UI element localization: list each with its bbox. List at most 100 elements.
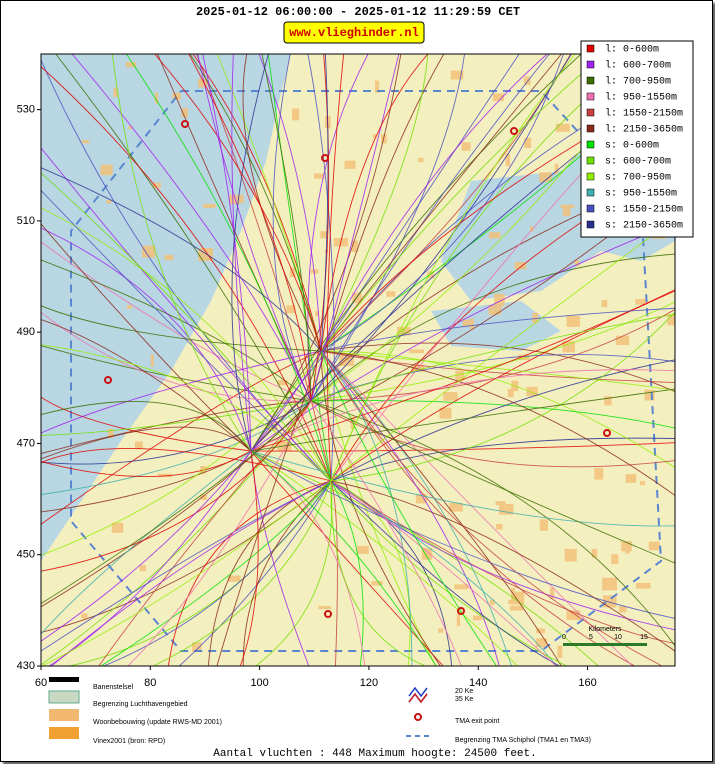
flight-track: [41, 350, 322, 434]
flight-track: [330, 218, 675, 482]
tma-exit-point: [457, 607, 465, 615]
flight-track: [111, 54, 252, 452]
built-up-area: [443, 392, 458, 401]
flight-track: [310, 400, 675, 468]
legend-label: s: 2150-3650m: [605, 221, 683, 232]
built-up-area: [604, 396, 612, 406]
legend-airport: [48, 690, 80, 704]
built-up-area: [81, 140, 90, 144]
built-up-area: [560, 204, 575, 209]
legend-swatch: [586, 204, 595, 213]
x-tick-label: 80: [144, 677, 156, 689]
flight-track: [55, 54, 332, 482]
built-up-area: [492, 93, 505, 102]
built-up-area: [494, 293, 505, 307]
scale-line: [563, 643, 647, 646]
badge-text[interactable]: www.vlieghinder.nl: [289, 26, 419, 40]
y-tick-label: 430: [17, 660, 35, 672]
flight-track: [310, 54, 400, 402]
legend-text: TMA exit point: [455, 718, 499, 725]
legend-label: s: 1550-2150m: [605, 205, 683, 216]
legend-label: l: 950-1550m: [605, 92, 677, 104]
flight-track: [250, 450, 444, 666]
built-up-area: [648, 541, 660, 551]
legend-label: l: 700-950m: [605, 76, 671, 88]
built-up-area: [524, 137, 532, 148]
flight-track: [330, 480, 364, 666]
built-up-area: [386, 291, 396, 297]
legend-exit: [414, 713, 422, 721]
flight-track: [49, 450, 252, 666]
legend-swatch: [586, 76, 595, 85]
flight-track: [250, 442, 675, 452]
legend-label: s: 950-1550m: [605, 189, 677, 200]
built-up-area: [602, 577, 617, 591]
built-up-area: [292, 108, 300, 121]
built-up-area: [591, 549, 598, 558]
legend-vinex: [49, 727, 79, 739]
legend-text: Begrenzing Luchthavengebied: [93, 701, 188, 708]
scale-label: 10: [614, 634, 622, 641]
built-up-area: [530, 226, 534, 232]
built-up-area: [113, 87, 118, 97]
flight-track: [157, 54, 312, 402]
badge[interactable]: [283, 21, 425, 44]
flight-track: [189, 54, 322, 352]
built-up-area: [602, 595, 617, 608]
built-up-area: [621, 541, 632, 552]
flight-track: [154, 54, 322, 352]
scale-bar: Kilometers 0 5 10 15: [562, 626, 648, 646]
flight-track: [41, 350, 322, 556]
built-up-area: [126, 305, 132, 309]
built-up-area: [510, 605, 524, 611]
built-up-area: [421, 548, 433, 560]
flight-track: [41, 350, 322, 525]
legend-text: Banenstelsel: [93, 684, 134, 691]
flight-track: [41, 400, 312, 436]
flight-track: [188, 54, 312, 402]
built-up-area: [619, 606, 627, 613]
flight-track: [103, 480, 332, 666]
legend-label: s: 0-600m: [605, 141, 659, 152]
flight-track: [310, 54, 572, 402]
built-up-area: [371, 581, 383, 586]
built-up-area: [128, 125, 133, 130]
flight-track: [320, 350, 633, 666]
flight-track: [320, 307, 675, 352]
flight-track: [192, 54, 322, 352]
flight-track: [320, 350, 497, 666]
built-up-area: [181, 107, 188, 118]
flight-track: [320, 350, 635, 666]
built-up-area: [125, 61, 137, 68]
built-up-area: [667, 314, 675, 326]
built-up-area: [564, 548, 577, 562]
flight-track: [250, 369, 675, 452]
built-up-area: [318, 605, 331, 610]
built-up-area: [539, 519, 548, 531]
flight-track: [41, 207, 332, 482]
flight-track: [41, 147, 332, 482]
flight-track: [310, 54, 465, 402]
flight-track: [330, 480, 338, 666]
flight-track: [320, 54, 564, 352]
flight-track: [330, 359, 675, 482]
legend-label: l: 2150-3650m: [605, 124, 683, 136]
flight-track: [310, 313, 675, 402]
built-up-area: [191, 642, 202, 653]
flight-track: [41, 450, 252, 477]
built-up-area: [456, 614, 461, 627]
tma-boundary: [70, 90, 663, 652]
built-up-area: [555, 123, 570, 132]
flight-track: [330, 480, 675, 631]
built-up-area: [505, 153, 511, 167]
built-up-area: [562, 341, 575, 353]
flight-track: [310, 54, 550, 402]
legend-swatch: [586, 172, 595, 181]
flight-track: [330, 480, 411, 666]
built-up-area: [462, 319, 473, 327]
built-up-area: [526, 386, 538, 397]
built-up-area: [488, 305, 502, 315]
flight-track: [320, 350, 512, 666]
tma-exit-point: [324, 610, 332, 618]
flight-track: [330, 480, 557, 666]
